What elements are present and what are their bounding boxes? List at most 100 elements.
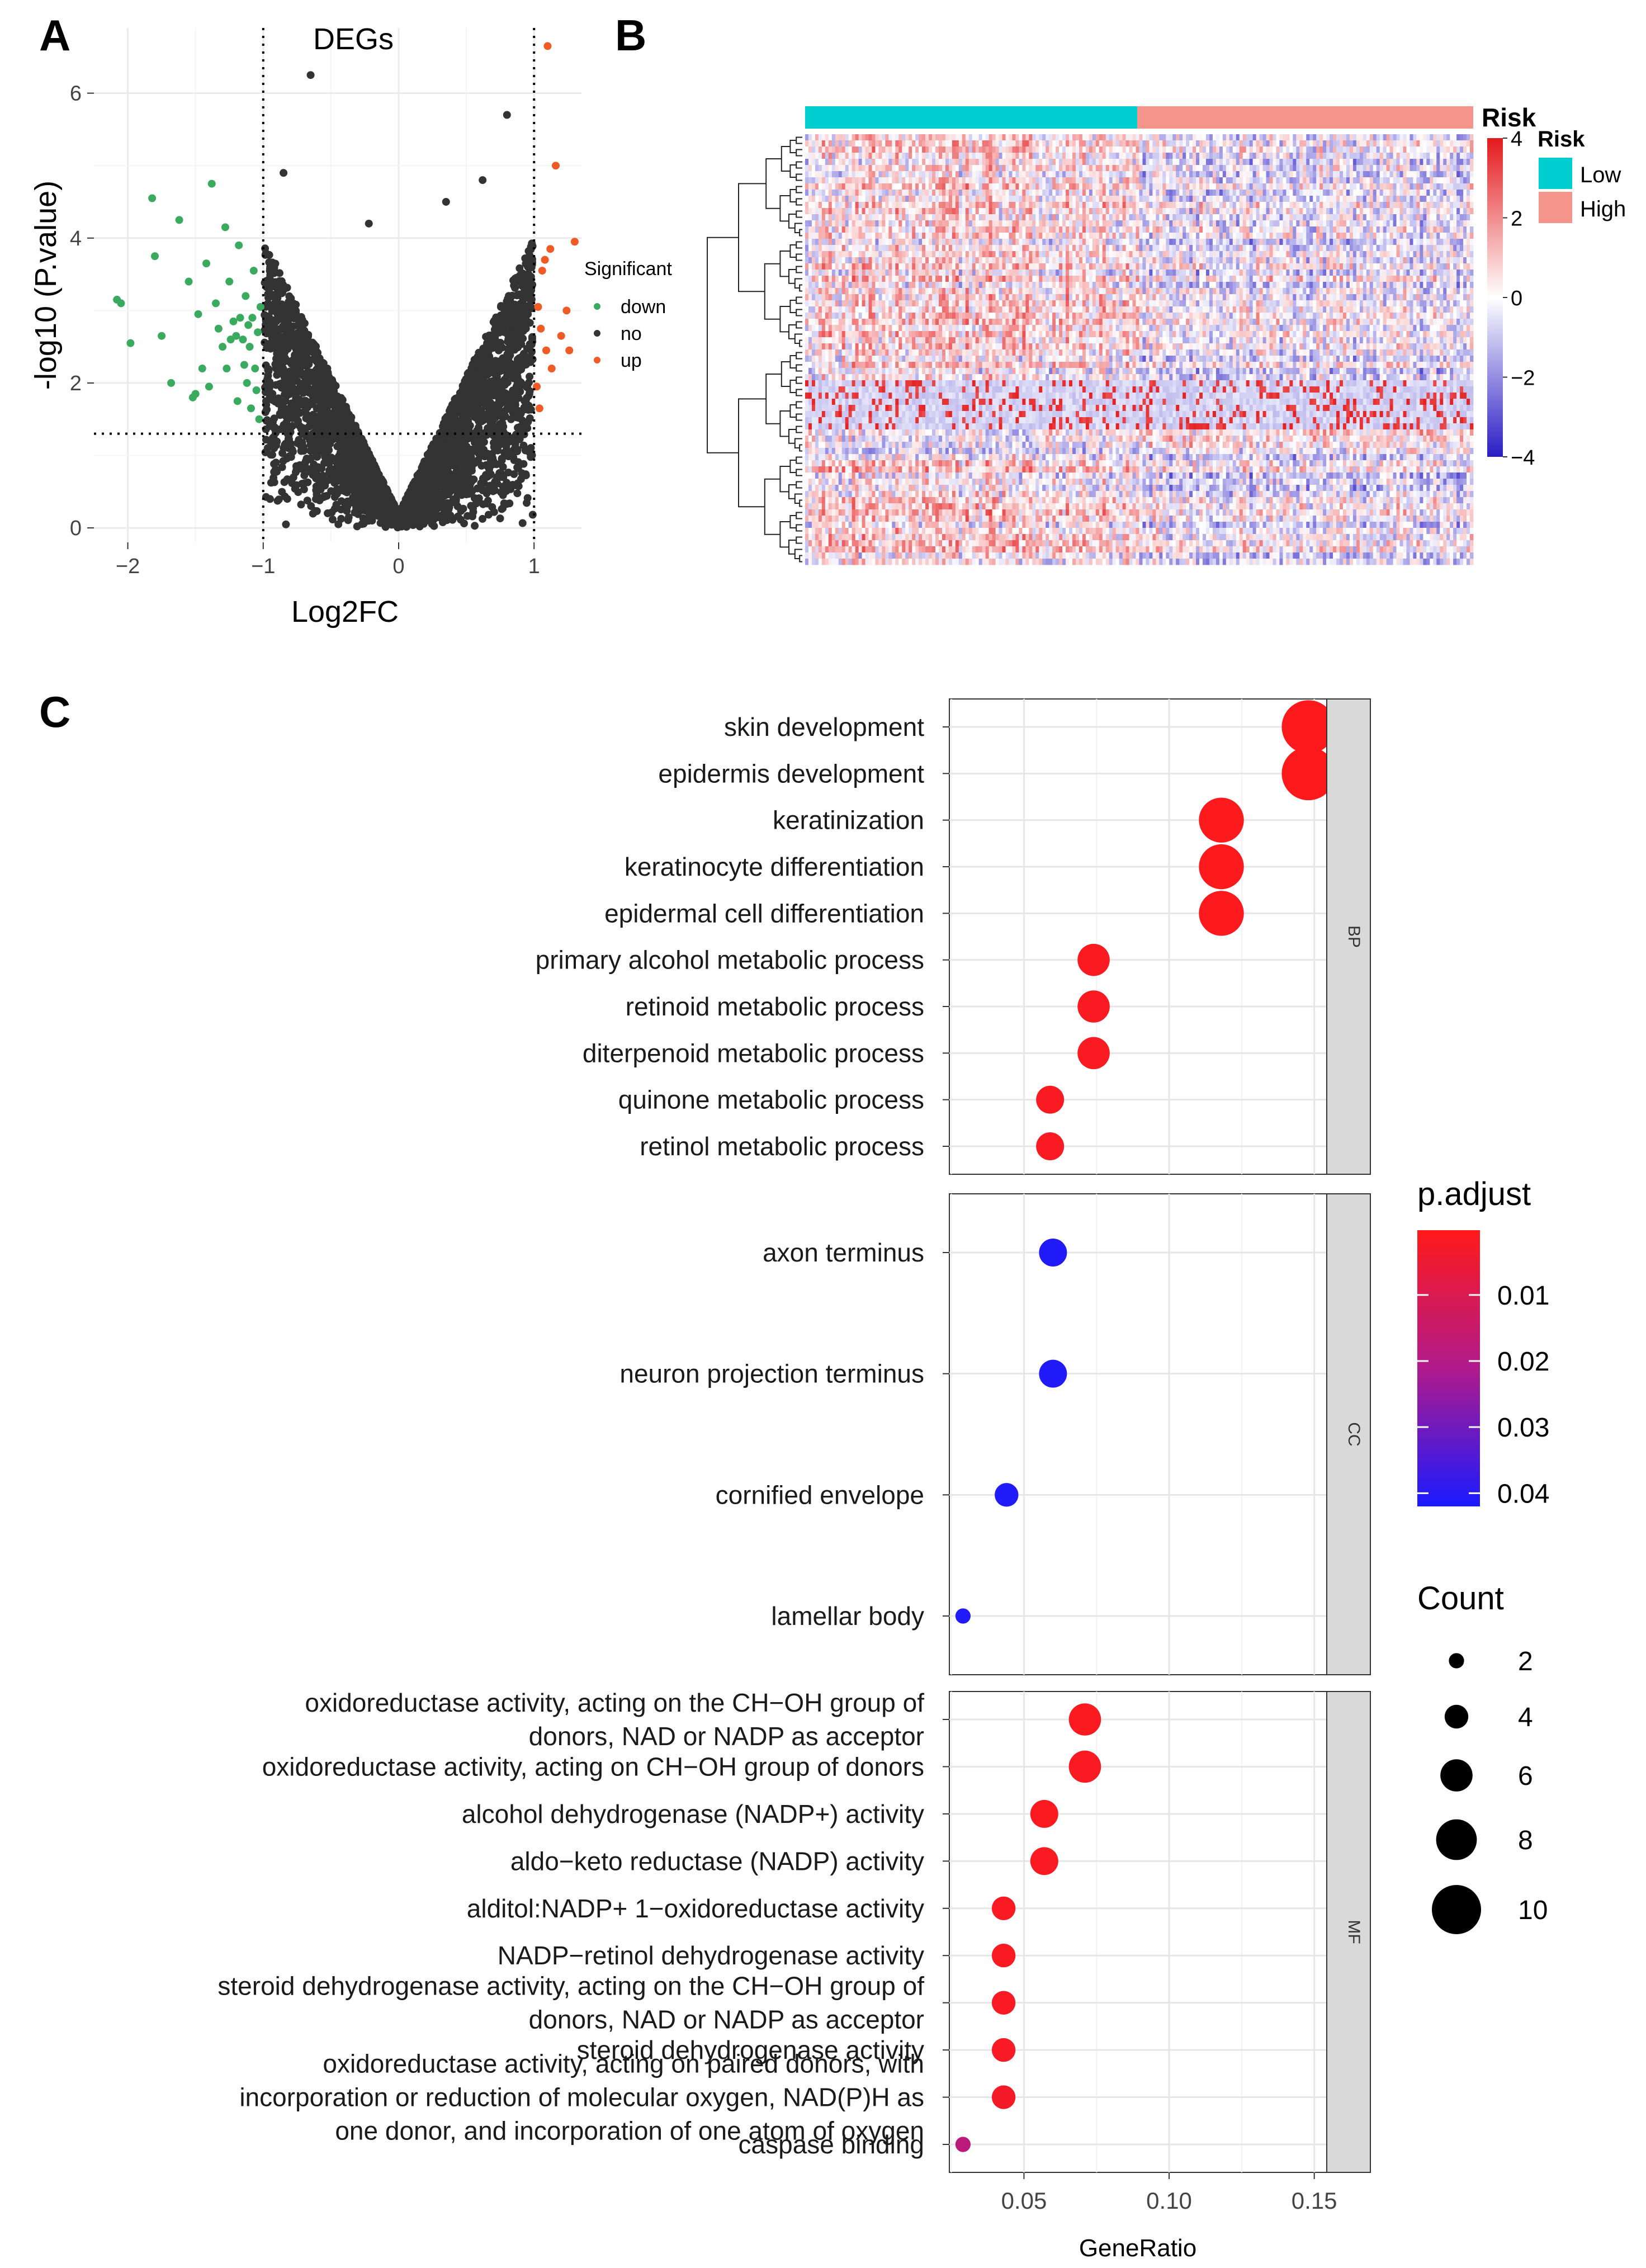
heatmap-cell (852, 140, 855, 147)
volcano-point-no (334, 409, 342, 417)
heatmap-cell (885, 153, 888, 159)
heatmap-cell (885, 177, 888, 183)
heatmap-cell (1393, 177, 1397, 183)
heatmap-cell (1407, 134, 1410, 140)
volcano-point-no (523, 256, 531, 264)
heatmap-cell (1377, 140, 1380, 147)
heatmap-cell (1270, 165, 1273, 171)
heatmap-cell (1203, 177, 1206, 183)
heatmap-cell (1270, 159, 1273, 165)
heatmap-cell (1129, 134, 1133, 140)
volcano-legend: Significant down no up (584, 258, 672, 371)
heatmap-cell (1042, 177, 1046, 183)
heatmap-cell (1216, 134, 1219, 140)
heatmap-cell (1413, 159, 1416, 165)
heatmap-cell (1106, 159, 1109, 165)
heatmap-cell (959, 183, 962, 190)
heatmap-cell (832, 183, 835, 190)
heatmap-cell (1149, 159, 1152, 165)
heatmap-cell (1139, 134, 1143, 140)
heatmap-cell (1082, 134, 1086, 140)
heatmap-cell (1086, 147, 1089, 153)
heatmap-cell (1330, 140, 1333, 147)
volcano-point-no (337, 394, 345, 402)
heatmap-cell (1309, 159, 1313, 165)
heatmap-cell (1129, 153, 1133, 159)
heatmap-cell (1133, 134, 1136, 140)
heatmap-cell (812, 134, 815, 140)
heatmap-cell (839, 159, 842, 165)
heatmap-cell (909, 134, 912, 140)
heatmap-cell (1293, 171, 1296, 177)
heatmap-cell (1046, 183, 1049, 190)
heatmap-cell (1025, 171, 1029, 177)
heatmap-cell (1022, 159, 1025, 165)
heatmap-cell (822, 159, 825, 165)
heatmap-cell (895, 140, 898, 147)
heatmap-cell (808, 171, 812, 177)
heatmap-cell (905, 134, 909, 140)
heatmap-cell (1113, 165, 1116, 171)
heatmap-cell (1126, 147, 1129, 153)
heatmap-cell (1256, 147, 1260, 153)
heatmap-cell (1316, 171, 1319, 177)
heatmap-cell (1072, 159, 1076, 165)
volcano-point-no (275, 347, 283, 355)
legend-up-swatch (594, 357, 600, 363)
heatmap-cell (1006, 165, 1009, 171)
heatmap-cell (898, 134, 902, 140)
volcano-point-no (451, 407, 458, 414)
heatmap-cell (1129, 140, 1133, 147)
heatmap-cell (1340, 147, 1343, 153)
heatmap-cell (912, 159, 915, 165)
heatmap-cell (1403, 171, 1407, 177)
heatmap-cell (859, 153, 862, 159)
heatmap-cell (1420, 165, 1423, 171)
heatmap-cell (845, 165, 849, 171)
heatmap-cell (1426, 140, 1430, 147)
heatmap-cell (1426, 165, 1430, 171)
heatmap-cell (842, 159, 845, 165)
heatmap-cell (1226, 153, 1229, 159)
heatmap-cell (839, 153, 842, 159)
heatmap-cell (855, 165, 859, 171)
heatmap-cell (1086, 165, 1089, 171)
volcano-point-no (491, 357, 499, 365)
heatmap-cell (1113, 140, 1116, 147)
heatmap-cell (1333, 159, 1336, 165)
heatmap-cell (1460, 147, 1463, 153)
heatmap-cell (922, 183, 925, 190)
heatmap-cell (1407, 153, 1410, 159)
heatmap-cell (1203, 140, 1206, 147)
heatmap-cell (1356, 177, 1360, 183)
heatmap-cell (1012, 183, 1015, 190)
heatmap-cell (1139, 177, 1143, 183)
heatmap-cell (1183, 171, 1186, 177)
heatmap-cell (829, 177, 832, 183)
heatmap-cell (932, 140, 935, 147)
volcano-point-no (477, 360, 485, 368)
heatmap-cell (1250, 159, 1253, 165)
heatmap-cell (982, 134, 986, 140)
heatmap-cell (1423, 140, 1426, 147)
heatmap-cell (1042, 183, 1046, 190)
heatmap-cell (1179, 165, 1183, 171)
heatmap-cell (1420, 147, 1423, 153)
heatmap-cell (1082, 177, 1086, 183)
heatmap-cell (1260, 134, 1263, 140)
heatmap-cell (835, 153, 839, 159)
heatmap-cell (1136, 159, 1139, 165)
heatmap-cell (1430, 159, 1433, 165)
heatmap-cell (1159, 159, 1162, 165)
heatmap-cell (1015, 171, 1019, 177)
heatmap-cell (1356, 159, 1360, 165)
heatmap-cell (1086, 134, 1089, 140)
heatmap-cell (1186, 165, 1189, 171)
volcano-point-down (253, 386, 261, 394)
heatmap-cell (1022, 140, 1025, 147)
heatmap-cell (1059, 140, 1062, 147)
heatmap-cell (1049, 171, 1052, 177)
volcano-point-up (557, 332, 565, 340)
heatmap-cell (1019, 177, 1022, 183)
heatmap-cell (1366, 147, 1370, 153)
